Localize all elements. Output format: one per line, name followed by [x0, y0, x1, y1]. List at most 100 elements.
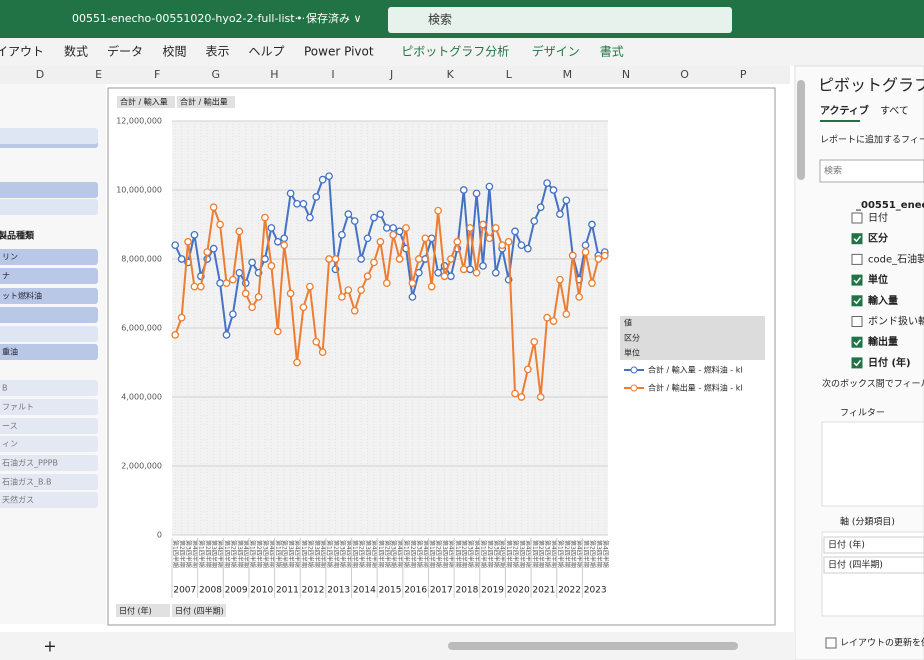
checkbox[interactable] — [851, 253, 863, 265]
slicer-item[interactable] — [0, 326, 98, 342]
ribbon-tab[interactable]: ピボットグラフ分析 — [401, 45, 509, 59]
checkbox[interactable] — [851, 212, 863, 224]
x-tick-label: 第2四半期 — [306, 540, 314, 568]
field-button[interactable] — [116, 604, 170, 617]
slicer-item[interactable] — [0, 344, 98, 360]
data-point — [318, 175, 327, 184]
legend-field: 区分 — [624, 334, 640, 343]
search-label[interactable]: 検索 — [428, 13, 452, 27]
slicer-item[interactable] — [0, 182, 98, 198]
column-header: F — [154, 68, 160, 81]
slicer-item[interactable] — [0, 307, 98, 323]
data-point — [357, 286, 365, 294]
field-button[interactable] — [177, 96, 235, 108]
slicer-item[interactable] — [0, 455, 98, 471]
data-point — [190, 231, 199, 239]
data-point — [466, 265, 474, 274]
field-name[interactable]: 日付 (年) — [868, 356, 911, 369]
column-header: H — [270, 68, 278, 81]
year-label: 2022 — [558, 586, 581, 596]
data-point — [453, 237, 462, 246]
x-tick-label: 第4四半期 — [319, 540, 327, 568]
data-point — [267, 224, 276, 232]
data-point — [543, 313, 551, 322]
x-tick-label: 第4四半期 — [191, 540, 199, 568]
data-point — [267, 262, 276, 270]
field-name[interactable]: 日付 — [868, 211, 888, 224]
checkbox[interactable] — [851, 233, 863, 245]
checkbox[interactable] — [851, 295, 863, 307]
slicer-item[interactable] — [0, 399, 98, 415]
data-point — [459, 265, 468, 274]
x-tick-label: 第2四半期 — [281, 540, 289, 568]
ribbon-tab[interactable]: データ — [107, 44, 143, 59]
ribbon-tab[interactable]: 表示 — [206, 45, 230, 59]
x-tick-label: 第4四半期 — [447, 540, 455, 568]
ribbon-tab[interactable]: ヘルプ — [249, 45, 285, 59]
x-tick-label: 第4四半期 — [396, 540, 404, 568]
slicer-item[interactable] — [0, 128, 98, 144]
ribbon-tab[interactable]: 数式 — [64, 44, 88, 59]
axis-item-label[interactable]: 日付 (四半期) — [828, 559, 883, 571]
slicer-item[interactable] — [0, 288, 98, 304]
x-tick-label: 第4四半期 — [268, 540, 276, 568]
field-name[interactable]: 輸出量 — [868, 335, 898, 348]
field-button[interactable] — [172, 604, 226, 617]
data-point — [427, 234, 436, 243]
x-tick-label: 第1四半期 — [223, 540, 231, 568]
field-name[interactable]: 輸入量 — [868, 294, 898, 307]
slicer-item[interactable] — [0, 268, 98, 284]
slicer-item[interactable] — [0, 436, 98, 452]
slicer-item[interactable] — [0, 199, 98, 215]
axis-item[interactable] — [823, 556, 924, 574]
pane-search[interactable] — [819, 159, 924, 183]
axis-item-label[interactable]: 日付 (年) — [828, 539, 865, 551]
slicer-item[interactable] — [0, 418, 98, 434]
data-point — [177, 313, 186, 322]
pane-search-label[interactable]: 検索 — [824, 165, 842, 177]
data-point — [184, 237, 192, 246]
search-box[interactable] — [388, 7, 732, 33]
data-point — [472, 268, 481, 277]
data-point — [536, 393, 545, 401]
slicer-item[interactable] — [0, 492, 98, 508]
data-point — [581, 248, 590, 256]
checkbox[interactable] — [825, 637, 837, 649]
slicer-item[interactable] — [0, 474, 98, 490]
defer-label[interactable]: レイアウトの更新を保 — [840, 637, 924, 649]
field-name[interactable]: 単位 — [868, 273, 888, 286]
ribbon-tab[interactable]: イアウト — [0, 45, 44, 59]
data-point — [197, 282, 205, 291]
axis-item[interactable] — [823, 536, 924, 554]
checkbox[interactable] — [851, 336, 863, 348]
year-label: 2008 — [199, 586, 222, 596]
slicer-item[interactable] — [0, 249, 98, 265]
field-name[interactable]: ボンド扱い輸入 — [868, 315, 924, 328]
field-button-label: 合計 / 輸出量 — [180, 97, 228, 107]
year-label: 2010 — [250, 586, 273, 596]
field-name[interactable]: code_石油製 — [868, 252, 924, 265]
field-name[interactable]: 区分 — [868, 232, 888, 245]
checkbox[interactable] — [851, 357, 863, 369]
x-tick-label: 第4四半期 — [550, 540, 558, 568]
ribbon-tab[interactable]: 校閲 — [163, 44, 187, 59]
slicer-item[interactable] — [0, 380, 98, 396]
checkbox[interactable] — [851, 274, 863, 286]
checkbox[interactable] — [851, 316, 863, 327]
legend-label: 合計 / 輸出量 - 燃料油 - kl — [648, 383, 743, 393]
ribbon-tab[interactable]: 書式 — [600, 45, 624, 59]
pane-tab[interactable]: アクティブ — [820, 104, 869, 117]
pane-tab[interactable]: すべて — [880, 105, 909, 117]
slicer-item-label: 天然ガス — [2, 495, 34, 505]
data-point — [600, 251, 609, 260]
ribbon-tab[interactable]: Power Pivot — [304, 45, 374, 59]
slicer-item-label: ット燃料油 — [2, 291, 42, 301]
data-point — [530, 217, 539, 225]
h-scrollbar[interactable] — [448, 642, 738, 650]
v-scrollbar[interactable] — [797, 80, 805, 180]
ribbon-tab[interactable]: デザイン — [532, 44, 580, 59]
x-tick-label: 第2四半期 — [358, 540, 366, 568]
add-sheet[interactable]: + — [43, 637, 56, 656]
field-button[interactable] — [117, 96, 175, 108]
data-point — [293, 199, 301, 208]
